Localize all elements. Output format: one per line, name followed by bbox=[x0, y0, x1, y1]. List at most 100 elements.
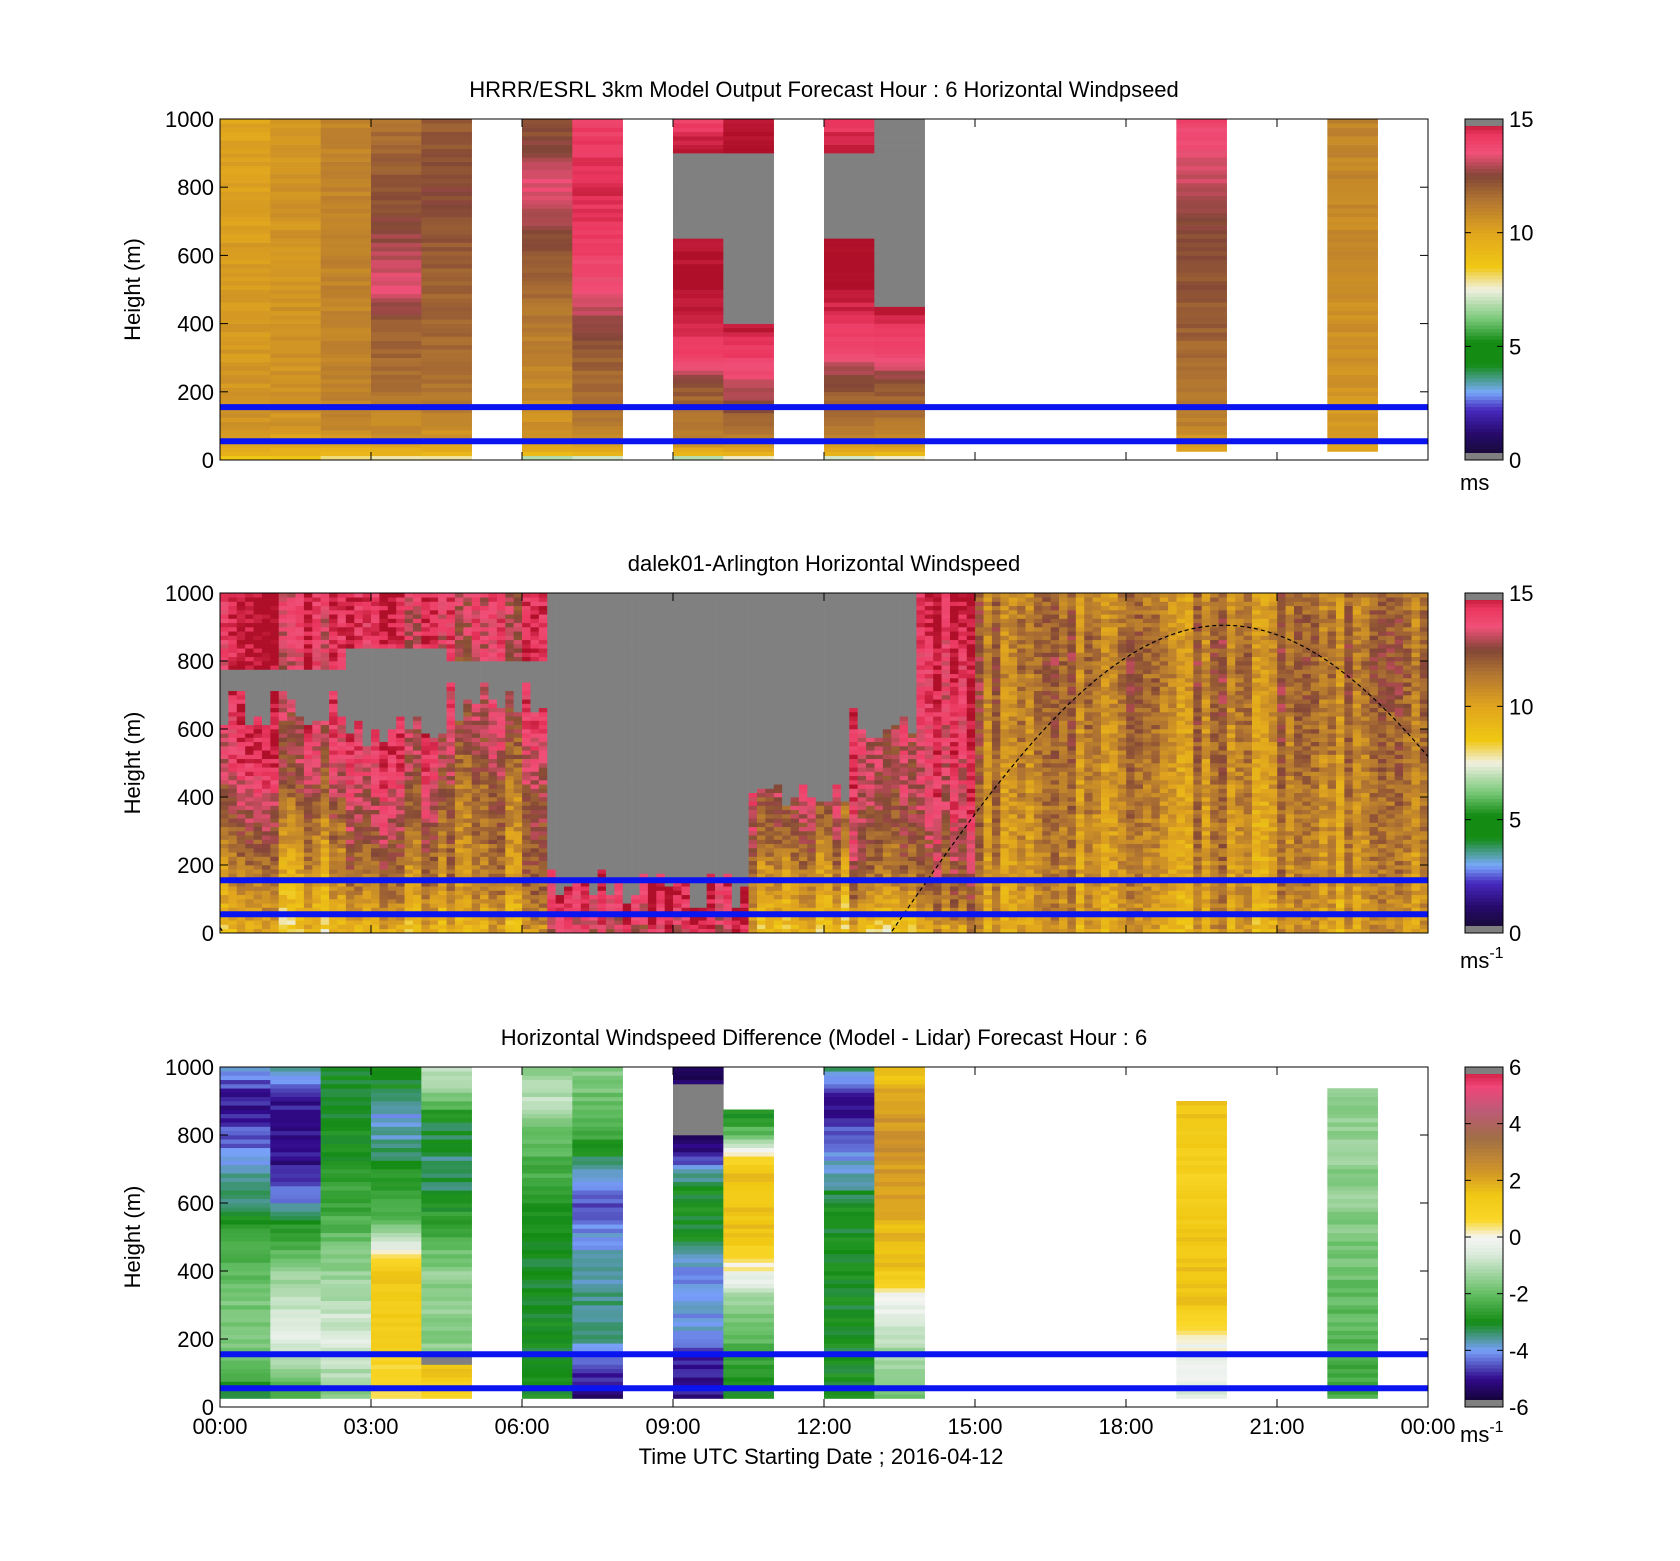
heatmap-cell bbox=[245, 695, 254, 700]
heatmap-cell bbox=[614, 843, 624, 849]
heatmap-cell bbox=[597, 669, 607, 675]
colorbar-swatch bbox=[1465, 420, 1503, 425]
heatmap-cell bbox=[270, 882, 280, 887]
heatmap-cell bbox=[564, 848, 573, 853]
heatmap-cell bbox=[538, 801, 548, 806]
heatmap-cell bbox=[555, 665, 565, 670]
heatmap-cell bbox=[320, 814, 330, 819]
heatmap-cell bbox=[345, 737, 355, 743]
heatmap-cell bbox=[580, 601, 590, 607]
heatmap-cell bbox=[412, 775, 422, 781]
heatmap-cell bbox=[488, 673, 498, 679]
heatmap-cell bbox=[572, 605, 582, 611]
heatmap-cell bbox=[329, 669, 338, 675]
heatmap-cell bbox=[522, 349, 573, 354]
heatmap-cell bbox=[270, 852, 280, 857]
heatmap-cell bbox=[329, 856, 338, 862]
heatmap-cell bbox=[228, 639, 238, 645]
heatmap-cell bbox=[614, 822, 624, 828]
heatmap-cell bbox=[589, 627, 598, 632]
heatmap-cell bbox=[564, 771, 573, 777]
heatmap-cell bbox=[329, 690, 338, 696]
heatmap-cell bbox=[421, 251, 472, 256]
heatmap-cell bbox=[605, 712, 615, 717]
heatmap-cell bbox=[513, 614, 523, 619]
heatmap-cell bbox=[421, 119, 472, 124]
colorbar-swatch bbox=[1465, 438, 1503, 443]
heatmap-cell bbox=[379, 733, 389, 738]
heatmap-cell bbox=[438, 605, 447, 611]
heatmap-cell bbox=[605, 593, 615, 598]
heatmap-cell bbox=[429, 707, 439, 713]
heatmap-cell bbox=[412, 673, 422, 679]
heatmap-cell bbox=[379, 826, 389, 832]
heatmap-cell bbox=[530, 669, 540, 675]
heatmap-cell bbox=[538, 627, 548, 632]
heatmap-cell bbox=[480, 656, 489, 662]
heatmap-cell bbox=[412, 767, 422, 772]
heatmap-cell bbox=[874, 157, 925, 162]
heatmap-cell bbox=[572, 272, 623, 278]
heatmap-cell bbox=[228, 673, 238, 679]
heatmap-cell bbox=[261, 903, 271, 908]
heatmap-cell bbox=[320, 682, 330, 687]
heatmap-cell bbox=[824, 170, 875, 175]
heatmap-cell bbox=[555, 699, 565, 704]
heatmap-cell bbox=[295, 661, 305, 666]
heatmap-cell bbox=[538, 690, 548, 696]
heatmap-cell bbox=[580, 707, 590, 713]
heatmap-cell bbox=[463, 763, 473, 768]
heatmap-cell bbox=[421, 293, 472, 299]
heatmap-cell bbox=[446, 758, 456, 764]
heatmap-cell bbox=[253, 856, 263, 862]
heatmap-cell bbox=[824, 344, 875, 350]
heatmap-cell bbox=[496, 852, 506, 857]
heatmap-cell bbox=[404, 639, 414, 645]
heatmap-cell bbox=[496, 699, 506, 704]
heatmap-cell bbox=[270, 678, 280, 683]
heatmap-cell bbox=[522, 856, 531, 862]
heatmap-cell bbox=[287, 792, 296, 798]
heatmap-cell bbox=[245, 924, 254, 930]
heatmap-cell bbox=[874, 396, 925, 401]
heatmap-cell bbox=[530, 673, 540, 679]
heatmap-cell bbox=[488, 716, 498, 721]
heatmap-cell bbox=[371, 336, 422, 341]
heatmap-cell bbox=[421, 750, 431, 755]
heatmap-cell bbox=[471, 916, 481, 921]
heatmap-cell bbox=[580, 792, 590, 798]
heatmap-cell bbox=[488, 848, 498, 853]
heatmap-cell bbox=[228, 682, 238, 687]
heatmap-cell bbox=[530, 699, 540, 704]
heatmap-cell bbox=[673, 123, 724, 128]
heatmap-cell bbox=[438, 673, 447, 679]
heatmap-cell bbox=[488, 894, 498, 900]
heatmap-cell bbox=[522, 873, 531, 879]
heatmap-cell bbox=[404, 733, 414, 738]
heatmap-cell bbox=[404, 801, 414, 806]
heatmap-cell bbox=[220, 400, 271, 405]
heatmap-cell bbox=[505, 873, 514, 879]
heatmap-cell bbox=[522, 131, 573, 137]
heatmap-cell bbox=[278, 788, 288, 794]
heatmap-cell bbox=[379, 865, 389, 870]
heatmap-cell bbox=[228, 652, 238, 658]
heatmap-cell bbox=[614, 818, 624, 823]
heatmap-cell bbox=[270, 597, 280, 602]
heatmap-cell bbox=[320, 665, 330, 670]
heatmap-cell bbox=[564, 805, 573, 811]
heatmap-cell bbox=[337, 712, 347, 717]
heatmap-cell bbox=[270, 695, 280, 700]
heatmap-cell bbox=[555, 809, 565, 815]
heatmap-cell bbox=[303, 601, 313, 607]
heatmap-cell bbox=[220, 707, 229, 713]
heatmap-cell bbox=[228, 818, 238, 823]
heatmap-cell bbox=[287, 780, 296, 785]
heatmap-cell bbox=[278, 639, 288, 645]
heatmap-cell bbox=[220, 801, 229, 806]
colorbar-swatch bbox=[1465, 275, 1503, 280]
heatmap-cell bbox=[505, 622, 514, 628]
heatmap-cell bbox=[236, 605, 246, 611]
heatmap-cell bbox=[496, 792, 506, 798]
heatmap-cell bbox=[278, 631, 288, 636]
